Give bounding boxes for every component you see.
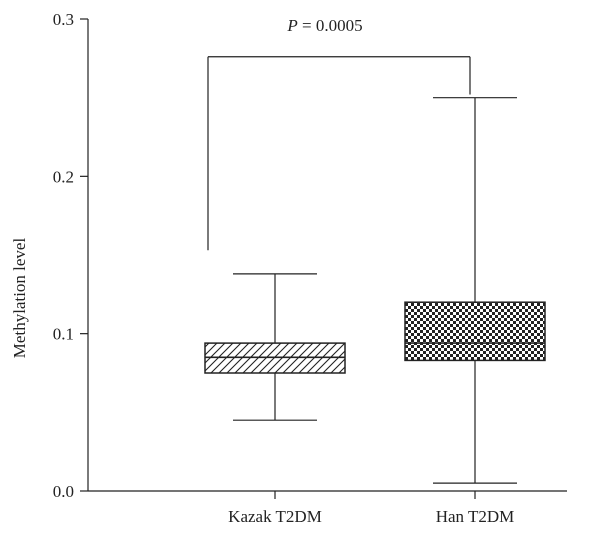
x-tick-label: Kazak T2DM (228, 507, 322, 526)
x-tick-label: Han T2DM (436, 507, 515, 526)
p-symbol: P (286, 16, 297, 35)
boxes-group (204, 97, 546, 484)
y-tick-label: 0.0 (53, 482, 74, 501)
y-tick-label: 0.2 (53, 167, 74, 186)
significance-annotation: P = 0.0005 (207, 16, 471, 251)
y-tick-label: 0.3 (53, 10, 74, 29)
box-han-t2dm (404, 97, 546, 484)
y-tick-label: 0.1 (53, 325, 74, 344)
y-axis-label: Methylation level (10, 238, 29, 359)
p-value-label: P = 0.0005 (286, 16, 362, 35)
x-axis: Kazak T2DM Han T2DM (88, 490, 567, 526)
box-kazak-t2dm (204, 273, 346, 421)
iqr-box (404, 301, 546, 362)
y-axis: 0.0 0.1 0.2 0.3 (53, 10, 89, 501)
p-value: = 0.0005 (298, 16, 363, 35)
